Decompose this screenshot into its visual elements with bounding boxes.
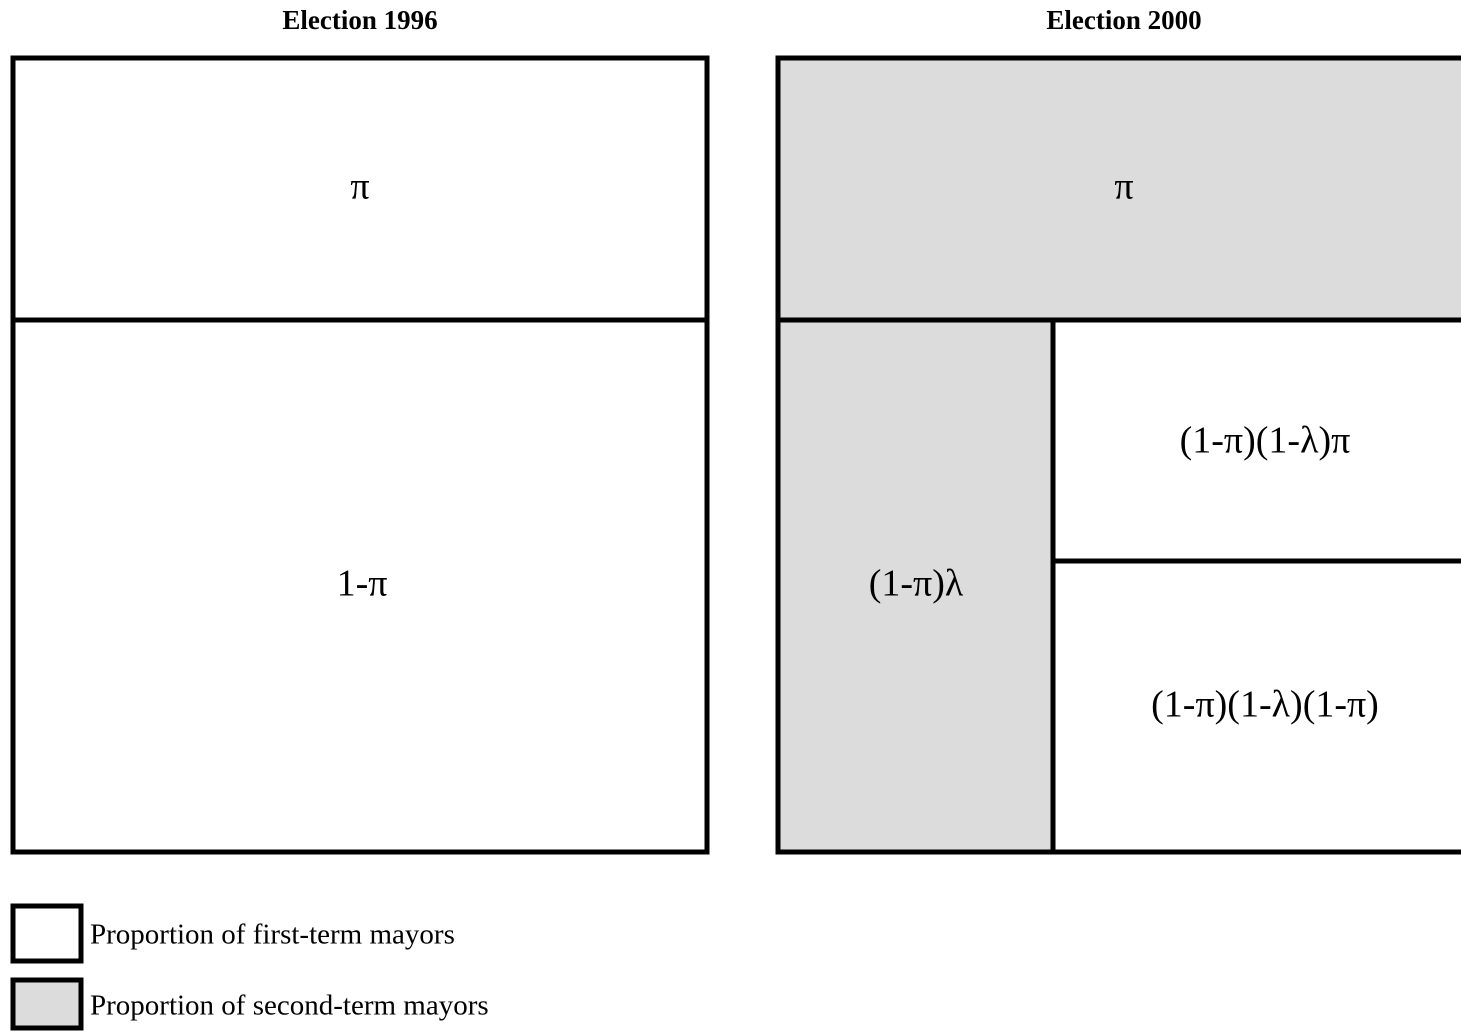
panel-box bbox=[775, 55, 1461, 855]
panel-box bbox=[10, 55, 710, 855]
cell-label: (1-π)λ bbox=[869, 563, 964, 605]
legend-label: Proportion of first-term mayors bbox=[90, 919, 455, 951]
cell-label: 1-π bbox=[337, 563, 388, 605]
legend-swatch bbox=[10, 977, 84, 1031]
legend-swatch bbox=[10, 903, 84, 964]
cell-label: π bbox=[1114, 166, 1133, 208]
panel-title: Election 1996 bbox=[282, 5, 437, 35]
legend-label: Proportion of second-term mayors bbox=[90, 990, 489, 1022]
shaded-cell bbox=[778, 58, 1461, 320]
shaded-cell bbox=[778, 320, 1053, 852]
cell-label: (1-π)(1-λ)(1-π) bbox=[1151, 684, 1379, 726]
panel-title: Election 2000 bbox=[1046, 5, 1201, 35]
cell-label: π bbox=[350, 166, 369, 208]
cell-label: (1-π)(1-λ)π bbox=[1180, 420, 1351, 462]
